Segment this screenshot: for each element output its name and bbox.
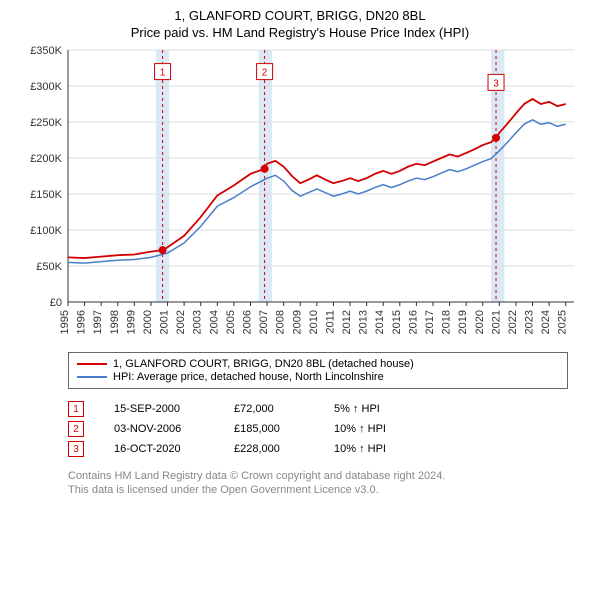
svg-text:2002: 2002 bbox=[175, 310, 187, 334]
chart-subtitle: Price paid vs. HM Land Registry's House … bbox=[12, 25, 588, 40]
svg-text:3: 3 bbox=[493, 78, 499, 89]
svg-text:2020: 2020 bbox=[474, 310, 486, 334]
svg-text:2007: 2007 bbox=[258, 310, 270, 334]
svg-text:£250K: £250K bbox=[30, 117, 62, 129]
svg-text:£200K: £200K bbox=[30, 153, 62, 165]
marker-date: 16-OCT-2020 bbox=[114, 443, 204, 455]
marker-date: 15-SEP-2000 bbox=[114, 403, 204, 415]
marker-row: 1 15-SEP-2000 £72,000 5% ↑ HPI bbox=[68, 401, 568, 417]
marker-price: £185,000 bbox=[234, 423, 304, 435]
footer-attribution: Contains HM Land Registry data © Crown c… bbox=[68, 469, 568, 498]
svg-text:2010: 2010 bbox=[308, 310, 320, 334]
marker-row: 3 16-OCT-2020 £228,000 10% ↑ HPI bbox=[68, 441, 568, 457]
legend-swatch bbox=[77, 363, 107, 365]
svg-text:2019: 2019 bbox=[457, 310, 469, 334]
chart-container: 1, GLANFORD COURT, BRIGG, DN20 8BL Price… bbox=[0, 0, 600, 590]
marker-note: 5% ↑ HPI bbox=[334, 403, 424, 415]
svg-text:£350K: £350K bbox=[30, 46, 62, 57]
svg-text:2012: 2012 bbox=[341, 310, 353, 334]
svg-text:1997: 1997 bbox=[92, 310, 104, 334]
svg-text:£100K: £100K bbox=[30, 225, 62, 237]
svg-text:2009: 2009 bbox=[291, 310, 303, 334]
chart-title: 1, GLANFORD COURT, BRIGG, DN20 8BL bbox=[12, 8, 588, 23]
footer-line-2: This data is licensed under the Open Gov… bbox=[68, 483, 568, 497]
svg-text:2003: 2003 bbox=[192, 310, 204, 334]
svg-text:2016: 2016 bbox=[407, 310, 419, 334]
svg-text:2015: 2015 bbox=[391, 310, 403, 334]
legend-swatch bbox=[77, 376, 107, 378]
legend-row: 1, GLANFORD COURT, BRIGG, DN20 8BL (deta… bbox=[77, 358, 559, 370]
marker-badge: 3 bbox=[68, 441, 84, 457]
svg-text:2011: 2011 bbox=[324, 310, 336, 334]
svg-text:£0: £0 bbox=[50, 297, 62, 309]
svg-text:2000: 2000 bbox=[142, 310, 154, 334]
legend-label: HPI: Average price, detached house, Nort… bbox=[113, 371, 384, 383]
svg-text:£300K: £300K bbox=[30, 81, 62, 93]
svg-text:1998: 1998 bbox=[109, 310, 121, 334]
svg-text:2022: 2022 bbox=[507, 310, 519, 334]
svg-text:2017: 2017 bbox=[424, 310, 436, 334]
markers-table: 1 15-SEP-2000 £72,000 5% ↑ HPI 2 03-NOV-2006 £… bbox=[68, 397, 568, 461]
svg-text:1996: 1996 bbox=[76, 310, 88, 334]
footer-line-1: Contains HM Land Registry data © Crown c… bbox=[68, 469, 568, 483]
legend-label: 1, GLANFORD COURT, BRIGG, DN20 8BL (deta… bbox=[113, 358, 414, 370]
line-chart-svg: £0 £50K £100K £150K £200K £250K £300K £350K 1995… bbox=[12, 46, 588, 346]
marker-price: £72,000 bbox=[234, 403, 304, 415]
svg-text:2014: 2014 bbox=[374, 310, 386, 334]
marker-row: 2 03-NOV-2006 £185,000 10% ↑ HPI bbox=[68, 421, 568, 437]
svg-text:2024: 2024 bbox=[540, 310, 552, 334]
marker-price: £228,000 bbox=[234, 443, 304, 455]
svg-text:2013: 2013 bbox=[358, 310, 370, 334]
svg-text:£50K: £50K bbox=[36, 261, 62, 273]
svg-text:2005: 2005 bbox=[225, 310, 237, 334]
chart-area: £0 £50K £100K £150K £200K £250K £300K £350K 1995… bbox=[12, 46, 588, 346]
svg-text:£150K: £150K bbox=[30, 189, 62, 201]
svg-text:1999: 1999 bbox=[125, 310, 137, 334]
marker-note: 10% ↑ HPI bbox=[334, 443, 424, 455]
svg-text:2025: 2025 bbox=[557, 310, 569, 334]
svg-text:2023: 2023 bbox=[524, 310, 536, 334]
svg-text:1: 1 bbox=[160, 68, 166, 79]
svg-text:2001: 2001 bbox=[159, 310, 171, 334]
svg-text:2006: 2006 bbox=[241, 310, 253, 334]
legend-box: 1, GLANFORD COURT, BRIGG, DN20 8BL (deta… bbox=[68, 352, 568, 389]
marker-badge: 2 bbox=[68, 421, 84, 437]
marker-badge: 1 bbox=[68, 401, 84, 417]
marker-note: 10% ↑ HPI bbox=[334, 423, 424, 435]
legend-row: HPI: Average price, detached house, Nort… bbox=[77, 371, 559, 383]
marker-date: 03-NOV-2006 bbox=[114, 423, 204, 435]
svg-text:2004: 2004 bbox=[208, 310, 220, 334]
svg-text:2008: 2008 bbox=[275, 310, 287, 334]
svg-text:2018: 2018 bbox=[441, 310, 453, 334]
svg-text:2: 2 bbox=[262, 68, 268, 79]
svg-text:2021: 2021 bbox=[490, 310, 502, 334]
svg-text:1995: 1995 bbox=[59, 310, 71, 334]
